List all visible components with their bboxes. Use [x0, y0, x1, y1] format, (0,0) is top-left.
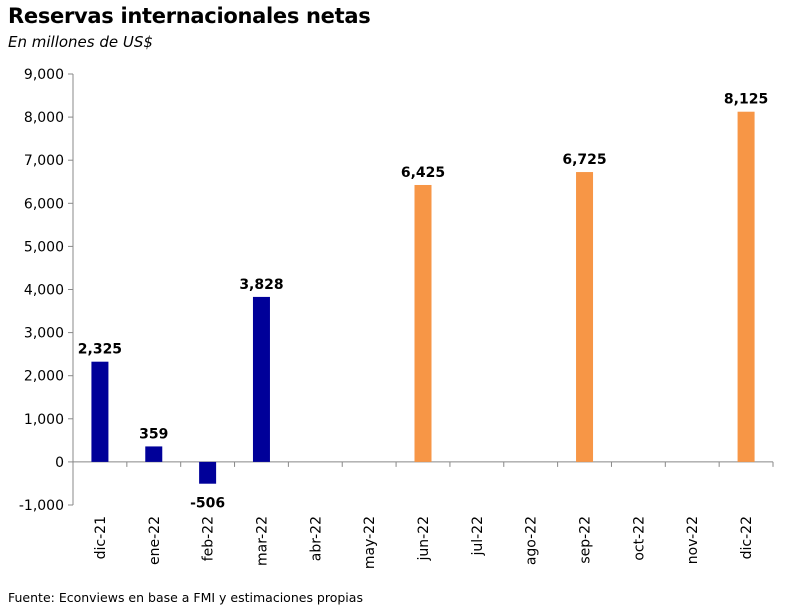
x-tick-label: feb-22 [201, 516, 217, 561]
x-tick-label: sep-22 [578, 516, 594, 564]
data-label: 359 [139, 426, 168, 442]
bar [737, 111, 755, 462]
y-tick-label: 3,000 [24, 326, 64, 342]
y-tick-label: 1,000 [24, 412, 64, 428]
x-tick-label: nov-22 [685, 516, 701, 564]
data-label: -506 [190, 496, 225, 512]
y-tick-label: 9,000 [24, 67, 64, 83]
bar [145, 446, 163, 462]
bar [199, 461, 217, 484]
y-tick-label: 5,000 [24, 239, 64, 255]
data-label: 8,125 [724, 92, 768, 108]
y-tick-label: -1,000 [19, 498, 64, 514]
x-tick-label: dic-21 [93, 516, 109, 559]
bar [252, 296, 270, 462]
data-label: 6,425 [401, 165, 445, 181]
x-tick-label: jul-22 [470, 516, 486, 557]
chart-title: Reservas internacionales netas [8, 4, 371, 28]
x-tick-label: abr-22 [308, 516, 324, 561]
y-tick-label: 7,000 [24, 153, 64, 169]
y-tick-label: 4,000 [24, 283, 64, 299]
x-tick-label: ene-22 [147, 516, 163, 565]
x-tick-label: may-22 [362, 516, 378, 569]
x-tick-label: mar-22 [254, 516, 270, 566]
data-label: 2,325 [78, 342, 122, 358]
data-label: 6,725 [562, 152, 606, 168]
x-tick-label: ago-22 [524, 516, 540, 565]
chart-subtitle: En millones de US$ [8, 33, 153, 51]
data-label: 3,828 [239, 277, 283, 293]
y-tick-label: 8,000 [24, 110, 64, 126]
x-tick-label: oct-22 [631, 516, 647, 561]
bar [414, 184, 432, 462]
bar [576, 172, 594, 462]
y-tick-label: 2,000 [24, 369, 64, 385]
x-tick-label: jun-22 [416, 516, 432, 562]
bar [91, 361, 109, 462]
y-tick-label: 0 [55, 455, 64, 471]
x-tick-label: dic-22 [739, 516, 755, 559]
chart-source: Fuente: Econviews en base a FMI y estima… [8, 590, 363, 605]
y-tick-label: 6,000 [24, 196, 64, 212]
